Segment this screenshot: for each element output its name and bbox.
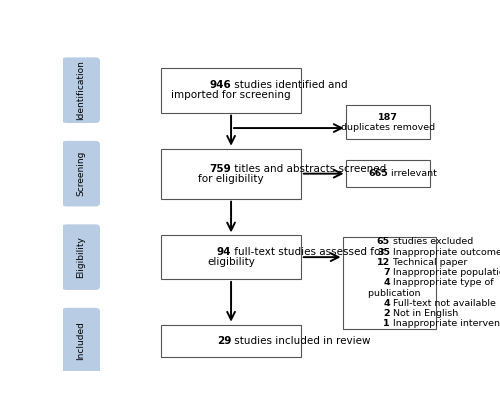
FancyBboxPatch shape (346, 160, 430, 187)
FancyBboxPatch shape (62, 58, 100, 122)
FancyBboxPatch shape (346, 106, 430, 139)
Text: Screening: Screening (76, 151, 86, 196)
Text: 12: 12 (376, 258, 390, 267)
Text: 665: 665 (368, 169, 388, 178)
Text: irrelevant: irrelevant (388, 169, 437, 178)
Text: Eligibility: Eligibility (76, 236, 86, 278)
Text: imported for screening: imported for screening (171, 90, 291, 100)
Text: studies included in review: studies included in review (231, 336, 370, 346)
Text: Not in English: Not in English (390, 309, 458, 318)
Text: studies identified and: studies identified and (231, 80, 348, 90)
FancyBboxPatch shape (344, 237, 436, 329)
Text: Identification: Identification (76, 60, 86, 120)
Text: for eligibility: for eligibility (198, 174, 264, 184)
Text: titles and abstracts screened: titles and abstracts screened (231, 163, 386, 173)
Text: Inappropriate outcomes: Inappropriate outcomes (390, 248, 500, 256)
Text: studies excluded: studies excluded (390, 237, 473, 246)
Text: 4: 4 (384, 299, 390, 308)
FancyBboxPatch shape (162, 236, 301, 279)
Text: 2: 2 (384, 309, 390, 318)
Text: Inappropriate population: Inappropriate population (390, 268, 500, 277)
FancyBboxPatch shape (62, 141, 100, 206)
Text: Technical paper: Technical paper (390, 258, 468, 267)
FancyBboxPatch shape (62, 309, 100, 373)
Text: 94: 94 (216, 247, 231, 257)
FancyBboxPatch shape (162, 149, 301, 198)
FancyBboxPatch shape (162, 324, 301, 357)
Text: 35: 35 (377, 248, 390, 256)
Text: 1: 1 (384, 319, 390, 329)
Text: Included: Included (76, 321, 86, 360)
Text: 65: 65 (377, 237, 390, 246)
Text: 946: 946 (210, 80, 231, 90)
Text: Full-text not available: Full-text not available (390, 299, 496, 308)
FancyBboxPatch shape (62, 225, 100, 289)
Text: Inappropriate type of: Inappropriate type of (390, 278, 494, 287)
Text: 7: 7 (384, 268, 390, 277)
Text: eligibility: eligibility (207, 257, 255, 267)
Text: 187: 187 (378, 113, 398, 122)
Text: full-text studies assessed for: full-text studies assessed for (231, 247, 385, 257)
Text: 29: 29 (216, 336, 231, 346)
Text: Inappropriate intervention: Inappropriate intervention (390, 319, 500, 329)
Text: duplicates removed: duplicates removed (341, 123, 435, 132)
Text: 759: 759 (210, 163, 231, 173)
Text: publication: publication (359, 289, 420, 298)
Text: 4: 4 (384, 278, 390, 287)
FancyBboxPatch shape (162, 68, 301, 113)
